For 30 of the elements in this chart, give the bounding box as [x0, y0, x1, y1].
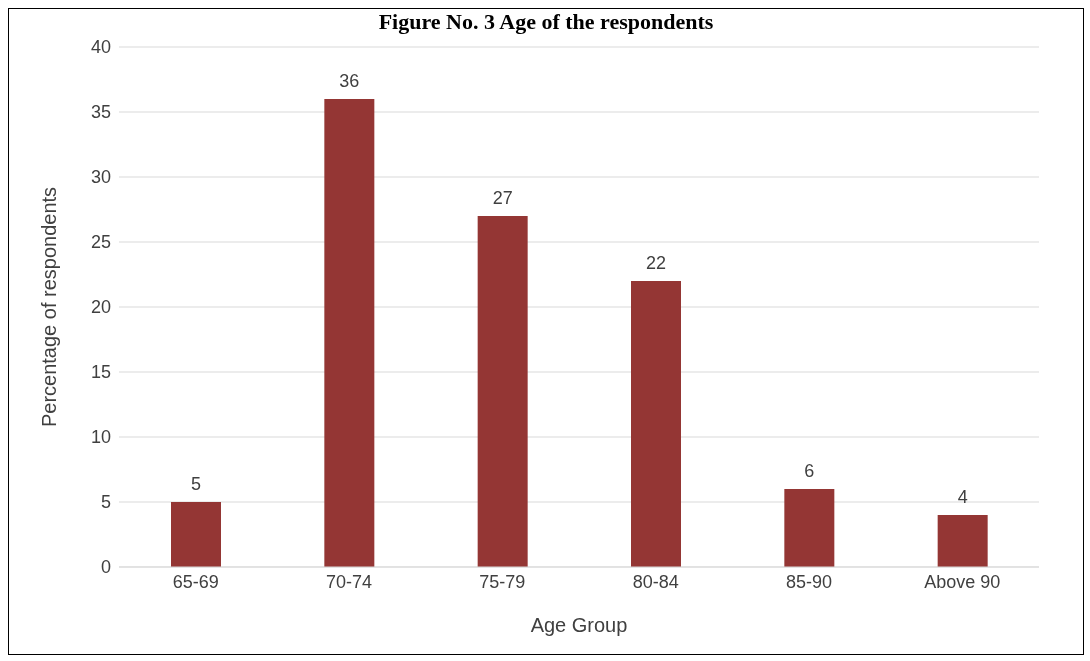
bar	[324, 99, 375, 567]
bar	[631, 281, 681, 567]
bar	[784, 489, 835, 567]
data-label: 36	[339, 71, 360, 91]
x-tick-label: 65-69	[172, 571, 219, 592]
data-label: 6	[804, 461, 815, 481]
x-tick-label: 85-90	[785, 571, 833, 592]
y-axis-title: Percentage of respondents	[38, 186, 61, 428]
bar	[937, 515, 988, 567]
data-label: 22	[645, 253, 667, 273]
x-tick-label: 75-79	[479, 571, 526, 592]
y-tick-label: 15	[90, 362, 111, 383]
y-tick-label: 25	[90, 232, 111, 253]
data-label: 27	[492, 188, 513, 208]
y-tick-label: 0	[100, 557, 111, 578]
y-tick-label: 30	[90, 167, 111, 188]
bar	[171, 502, 221, 567]
x-tick-label: 80-84	[632, 571, 679, 592]
x-axis-title: Age Group	[530, 614, 628, 636]
data-label: 4	[957, 487, 968, 507]
bar	[477, 216, 528, 567]
y-tick-label: 20	[90, 297, 111, 318]
x-tick-label: Above 90	[924, 571, 1001, 592]
x-tick-label: 70-74	[325, 571, 373, 592]
chart-title: Figure No. 3 Age of the respondents	[377, 9, 715, 36]
y-tick-label: 5	[100, 492, 111, 513]
y-tick-label: 35	[90, 102, 111, 123]
y-tick-label: 10	[90, 427, 111, 448]
y-tick-label: 40	[90, 37, 111, 58]
data-label: 5	[190, 474, 202, 494]
